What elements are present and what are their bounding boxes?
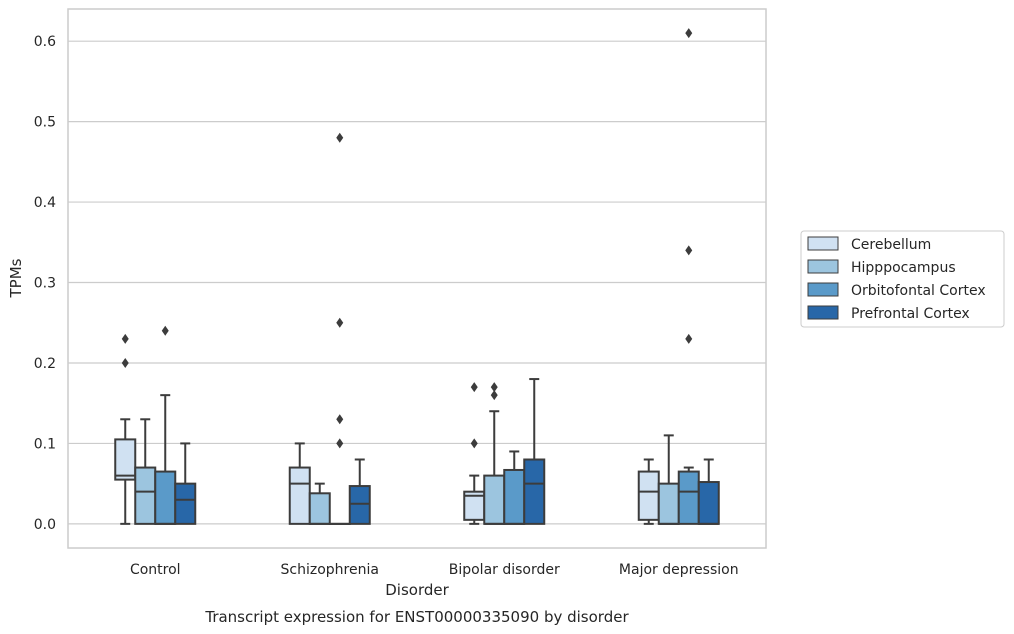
legend-swatch: [807, 305, 839, 320]
legend: Cerebellum Hipppocampus Orbitofontal Corte…: [800, 230, 1005, 328]
box-iqr: [288, 466, 311, 525]
box-iqr: [637, 470, 660, 521]
legend-label: Hipppocampus: [851, 260, 956, 276]
outlier-point: [470, 382, 478, 393]
x-tick-label: Bipolar disorder: [449, 562, 560, 578]
legend-frame: [800, 230, 1005, 328]
box-hipppocampus: [483, 382, 506, 525]
y-tick-label: 0.6: [34, 34, 56, 50]
box-orbitofontal-cortex: [677, 28, 700, 525]
outlier-point: [336, 132, 344, 143]
box-iqr: [503, 468, 526, 525]
legend-label: Prefrontal Cortex: [851, 306, 970, 322]
x-tick-label: Major depression: [619, 562, 739, 578]
legend-label: Orbitofontal Cortex: [851, 283, 986, 299]
outlier-point: [685, 28, 693, 39]
x-tick-label: Schizophrenia: [281, 562, 379, 578]
box-cerebellum: [288, 442, 311, 525]
y-axis-label: TPMs: [7, 258, 25, 298]
box-iqr: [483, 474, 506, 525]
boxes: [114, 28, 720, 525]
y-tick-labels: 0.0 0.1 0.2 0.3 0.4 0.5 0.6: [34, 34, 56, 533]
box-iqr: [308, 492, 331, 525]
y-tick-label: 0.0: [34, 517, 56, 533]
plot-frame: [67, 8, 767, 549]
box-iqr: [174, 482, 197, 525]
legend-swatch: [807, 259, 839, 274]
outlier-point: [490, 390, 498, 401]
chart-caption: Transcript expression for ENST0000033509…: [204, 608, 629, 626]
outlier-point: [685, 333, 693, 344]
box-iqr: [134, 466, 157, 525]
box-iqr: [697, 481, 720, 525]
box-orbitofontal-cortex: [503, 450, 526, 525]
outlier-point: [470, 438, 478, 449]
box-prefrontal-cortex: [348, 458, 371, 525]
box-iqr: [677, 470, 700, 525]
box-cerebellum: [637, 458, 660, 525]
y-tick-label: 0.3: [34, 276, 56, 292]
box-hipppocampus: [308, 482, 331, 525]
box-iqr: [154, 470, 177, 525]
box-cerebellum: [463, 382, 486, 525]
box-prefrontal-cortex: [174, 442, 197, 525]
outlier-point: [161, 325, 169, 336]
legend-swatch: [807, 236, 839, 251]
box-hipppocampus: [657, 434, 680, 525]
x-tick-labels: Control Schizophrenia Bipolar disorder Majo…: [130, 562, 739, 578]
outlier-point: [121, 333, 129, 344]
box-orbitofontal-cortex: [328, 132, 351, 525]
box-iqr: [114, 438, 137, 481]
box-iqr: [657, 482, 680, 525]
box-orbitofontal-cortex: [154, 325, 177, 525]
outlier-point: [336, 414, 344, 425]
y-tick-label: 0.1: [34, 436, 56, 452]
box-prefrontal-cortex: [697, 458, 720, 525]
outlier-point: [490, 382, 498, 393]
box-iqr: [523, 458, 546, 525]
box-hipppocampus: [134, 418, 157, 525]
box-prefrontal-cortex: [523, 378, 546, 525]
outlier-point: [336, 438, 344, 449]
outlier-point: [336, 317, 344, 328]
box-iqr: [348, 485, 371, 525]
legend-label: Cerebellum: [851, 237, 931, 253]
y-tick-label: 0.4: [34, 195, 56, 211]
x-axis-label: Disorder: [385, 581, 449, 599]
box-cerebellum: [114, 333, 137, 525]
x-tick-label: Control: [130, 562, 181, 578]
gridlines: [68, 40, 766, 525]
outlier-point: [685, 245, 693, 256]
outlier-point: [121, 357, 129, 368]
legend-swatch: [807, 282, 839, 297]
y-tick-label: 0.2: [34, 356, 56, 372]
y-tick-label: 0.5: [34, 115, 56, 131]
